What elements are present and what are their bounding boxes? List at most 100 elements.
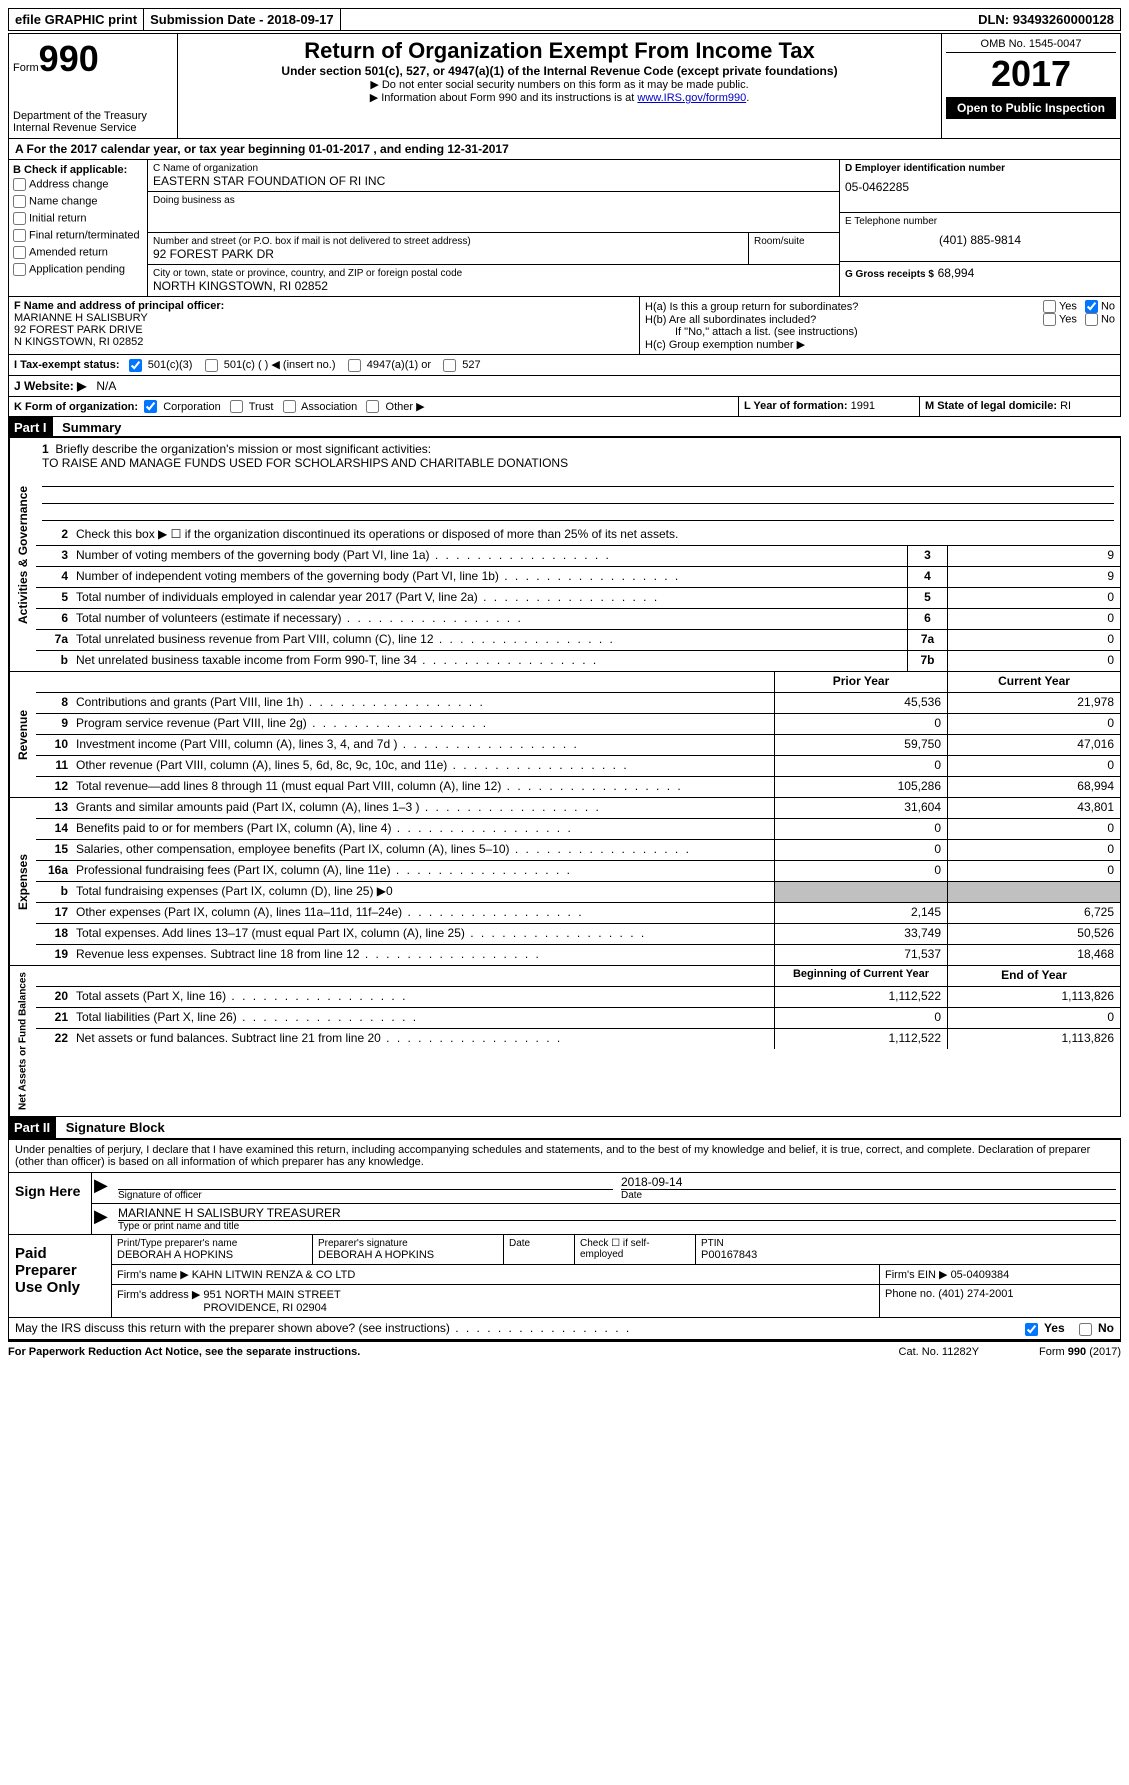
header-center: Return of Organization Exempt From Incom… <box>178 34 942 138</box>
summary-line: b Net unrelated business taxable income … <box>36 651 1120 671</box>
col-end-year: End of Year <box>947 966 1120 986</box>
submission-date: Submission Date - 2018-09-17 <box>144 9 341 30</box>
summary-line: 8 Contributions and grants (Part VIII, l… <box>36 693 1120 714</box>
side-revenue: Revenue <box>9 672 36 797</box>
ptin: P00167843 <box>701 1249 1115 1261</box>
summary-line: 5 Total number of individuals employed i… <box>36 588 1120 609</box>
side-net-assets: Net Assets or Fund Balances <box>9 966 36 1116</box>
col-prior-year: Prior Year <box>774 672 947 692</box>
side-governance: Activities & Governance <box>9 438 36 671</box>
col-current-year: Current Year <box>947 672 1120 692</box>
discuss-no[interactable]: No <box>1079 1321 1114 1335</box>
summary-line: 22 Net assets or fund balances. Subtract… <box>36 1029 1120 1049</box>
summary-line: 15 Salaries, other compensation, employe… <box>36 840 1120 861</box>
section-l: L Year of formation: 1991 <box>739 397 920 417</box>
summary-line: 17 Other expenses (Part IX, column (A), … <box>36 903 1120 924</box>
section-h: H(a) Is this a group return for subordin… <box>640 297 1120 354</box>
summary-line: 12 Total revenue—add lines 8 through 11 … <box>36 777 1120 797</box>
summary-line: 16a Professional fundraising fees (Part … <box>36 861 1120 882</box>
firm-address-1: 951 NORTH MAIN STREET <box>203 1289 340 1301</box>
firm-name: KAHN LITWIN RENZA & CO LTD <box>192 1269 356 1281</box>
irs-discuss-row: May the IRS discuss this return with the… <box>8 1318 1121 1339</box>
efile-badge: efile GRAPHIC print <box>9 9 144 30</box>
firm-address-2: PROVIDENCE, RI 02904 <box>203 1302 327 1314</box>
h-a-no[interactable]: No <box>1085 300 1115 313</box>
signature-block: Under penalties of perjury, I declare th… <box>8 1138 1121 1235</box>
preparer-name: DEBORAH A HOPKINS <box>117 1249 307 1261</box>
preparer-signature: DEBORAH A HOPKINS <box>318 1249 498 1261</box>
org-other[interactable]: Other ▶ <box>366 401 424 413</box>
summary-line: 21 Total liabilities (Part X, line 26) 0… <box>36 1008 1120 1029</box>
status-501c3[interactable]: 501(c)(3) <box>129 359 193 371</box>
expenses-section: Expenses 13 Grants and similar amounts p… <box>8 798 1121 966</box>
city-state-zip: NORTH KINGSTOWN, RI 02852 <box>153 279 834 293</box>
top-bar: efile GRAPHIC print Submission Date - 20… <box>8 8 1121 31</box>
summary-line: 11 Other revenue (Part VIII, column (A),… <box>36 756 1120 777</box>
summary-line: 3 Number of voting members of the govern… <box>36 546 1120 567</box>
form-title: Return of Organization Exempt From Incom… <box>186 38 933 64</box>
irs: Internal Revenue Service <box>13 122 173 134</box>
org-corporation[interactable]: Corporation <box>144 401 221 413</box>
firm-ein: 05-0409384 <box>951 1269 1010 1281</box>
paid-preparer-block: Paid Preparer Use Only Print/Type prepar… <box>8 1235 1121 1318</box>
part1-header: Part I Summary <box>8 417 1121 438</box>
form-header: Form990 Department of the Treasury Inter… <box>8 33 1121 139</box>
self-employed-check[interactable]: Check ☐ if self-employed <box>575 1235 696 1264</box>
section-j: J Website: ▶ N/A <box>8 376 1121 397</box>
pra-notice: For Paperwork Reduction Act Notice, see … <box>8 1346 899 1358</box>
firm-phone: (401) 274-2001 <box>938 1288 1013 1300</box>
org-trust[interactable]: Trust <box>230 401 274 413</box>
footer: For Paperwork Reduction Act Notice, see … <box>8 1342 1121 1358</box>
tax-year: 2017 <box>946 53 1116 95</box>
header-right: OMB No. 1545-0047 2017 Open to Public In… <box>942 34 1120 138</box>
h-a-yes[interactable]: Yes <box>1043 300 1077 313</box>
revenue-section: Revenue Prior Year Current Year 8 Contri… <box>8 672 1121 798</box>
check-amended-return[interactable]: Amended return <box>13 244 143 261</box>
dln: DLN: 93493260000128 <box>972 9 1120 30</box>
org-association[interactable]: Association <box>283 401 358 413</box>
status-501c[interactable]: 501(c) ( ) ◀ (insert no.) <box>205 359 336 371</box>
h-b-yes[interactable]: Yes <box>1043 313 1077 326</box>
perjury-statement: Under penalties of perjury, I declare th… <box>9 1140 1120 1172</box>
gross-receipts: 68,994 <box>938 266 975 280</box>
section-i: I Tax-exempt status: 501(c)(3) 501(c) ( … <box>8 355 1121 376</box>
irs-link[interactable]: www.IRS.gov/form990 <box>637 92 746 104</box>
summary-line: 4 Number of independent voting members o… <box>36 567 1120 588</box>
col-beginning-year: Beginning of Current Year <box>774 966 947 986</box>
dept-treasury: Department of the Treasury <box>13 110 173 122</box>
h-b-no[interactable]: No <box>1085 313 1115 326</box>
arrow-icon: ▶ <box>92 1204 114 1234</box>
section-degh: D Employer identification number 05-0462… <box>840 160 1120 296</box>
cat-number: Cat. No. 11282Y <box>899 1346 980 1358</box>
ein: 05-0462285 <box>845 174 1115 194</box>
section-c: C Name of organization EASTERN STAR FOUN… <box>148 160 840 296</box>
info-note: ▶ Information about Form 990 and its ins… <box>186 91 933 104</box>
officer-name: MARIANNE H SALISBURY <box>14 312 634 324</box>
side-expenses: Expenses <box>9 798 36 965</box>
check-final-return[interactable]: Final return/terminated <box>13 227 143 244</box>
summary-line: 19 Revenue less expenses. Subtract line … <box>36 945 1120 965</box>
status-527[interactable]: 527 <box>443 359 480 371</box>
check-initial-return[interactable]: Initial return <box>13 210 143 227</box>
open-inspection: Open to Public Inspection <box>946 97 1116 119</box>
street-address: 92 FOREST PARK DR <box>153 247 743 261</box>
summary-line: b Total fundraising expenses (Part IX, c… <box>36 882 1120 903</box>
check-name-change[interactable]: Name change <box>13 193 143 210</box>
section-m: M State of legal domicile: RI <box>920 397 1120 417</box>
net-assets-section: Net Assets or Fund Balances Beginning of… <box>8 966 1121 1117</box>
governance-section: Activities & Governance 1 Briefly descri… <box>8 438 1121 672</box>
telephone: (401) 885-9814 <box>845 227 1115 247</box>
form-number: 990 <box>39 38 99 79</box>
check-address-change[interactable]: Address change <box>13 176 143 193</box>
header-left: Form990 Department of the Treasury Inter… <box>9 34 178 138</box>
discuss-yes[interactable]: Yes <box>1025 1321 1065 1335</box>
form-page: Form 990 (2017) <box>1039 1346 1121 1358</box>
form-subtitle: Under section 501(c), 527, or 4947(a)(1)… <box>186 64 933 78</box>
section-a-tax-year: A For the 2017 calendar year, or tax yea… <box>8 139 1121 160</box>
website: N/A <box>96 379 116 393</box>
summary-line: 6 Total number of volunteers (estimate i… <box>36 609 1120 630</box>
officer-name-title: MARIANNE H SALISBURY TREASURER <box>118 1206 1116 1221</box>
sign-here-label: Sign Here <box>9 1173 92 1234</box>
check-application-pending[interactable]: Application pending <box>13 261 143 278</box>
status-4947[interactable]: 4947(a)(1) or <box>348 359 431 371</box>
